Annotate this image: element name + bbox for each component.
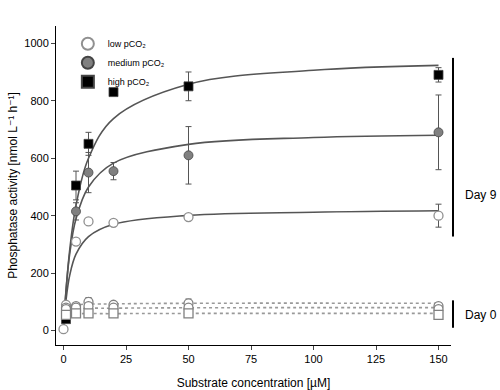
- svg-text:50: 50: [182, 353, 194, 365]
- svg-text:0: 0: [60, 353, 66, 365]
- svg-text:1000: 1000: [24, 37, 48, 49]
- svg-text:200: 200: [30, 267, 48, 279]
- svg-text:Day 9: Day 9: [465, 188, 497, 202]
- svg-text:high pCO₂: high pCO₂: [108, 77, 150, 87]
- svg-text:600: 600: [30, 152, 48, 164]
- svg-text:125: 125: [367, 353, 385, 365]
- svg-text:Phosphatase activity [nmol L⁻¹: Phosphatase activity [nmol L⁻¹ h⁻¹]: [6, 92, 20, 279]
- svg-text:0: 0: [43, 324, 49, 336]
- svg-text:medium pCO₂: medium pCO₂: [108, 58, 165, 68]
- svg-text:100: 100: [304, 353, 322, 365]
- svg-text:Day 0: Day 0: [465, 308, 497, 322]
- svg-text:25: 25: [120, 353, 132, 365]
- svg-text:75: 75: [245, 353, 257, 365]
- svg-text:Substrate concentration [µM]: Substrate concentration [µM]: [177, 376, 331, 390]
- svg-text:150: 150: [429, 353, 447, 365]
- svg-text:400: 400: [30, 210, 48, 222]
- svg-text:low pCO₂: low pCO₂: [108, 39, 147, 49]
- svg-text:800: 800: [30, 95, 48, 107]
